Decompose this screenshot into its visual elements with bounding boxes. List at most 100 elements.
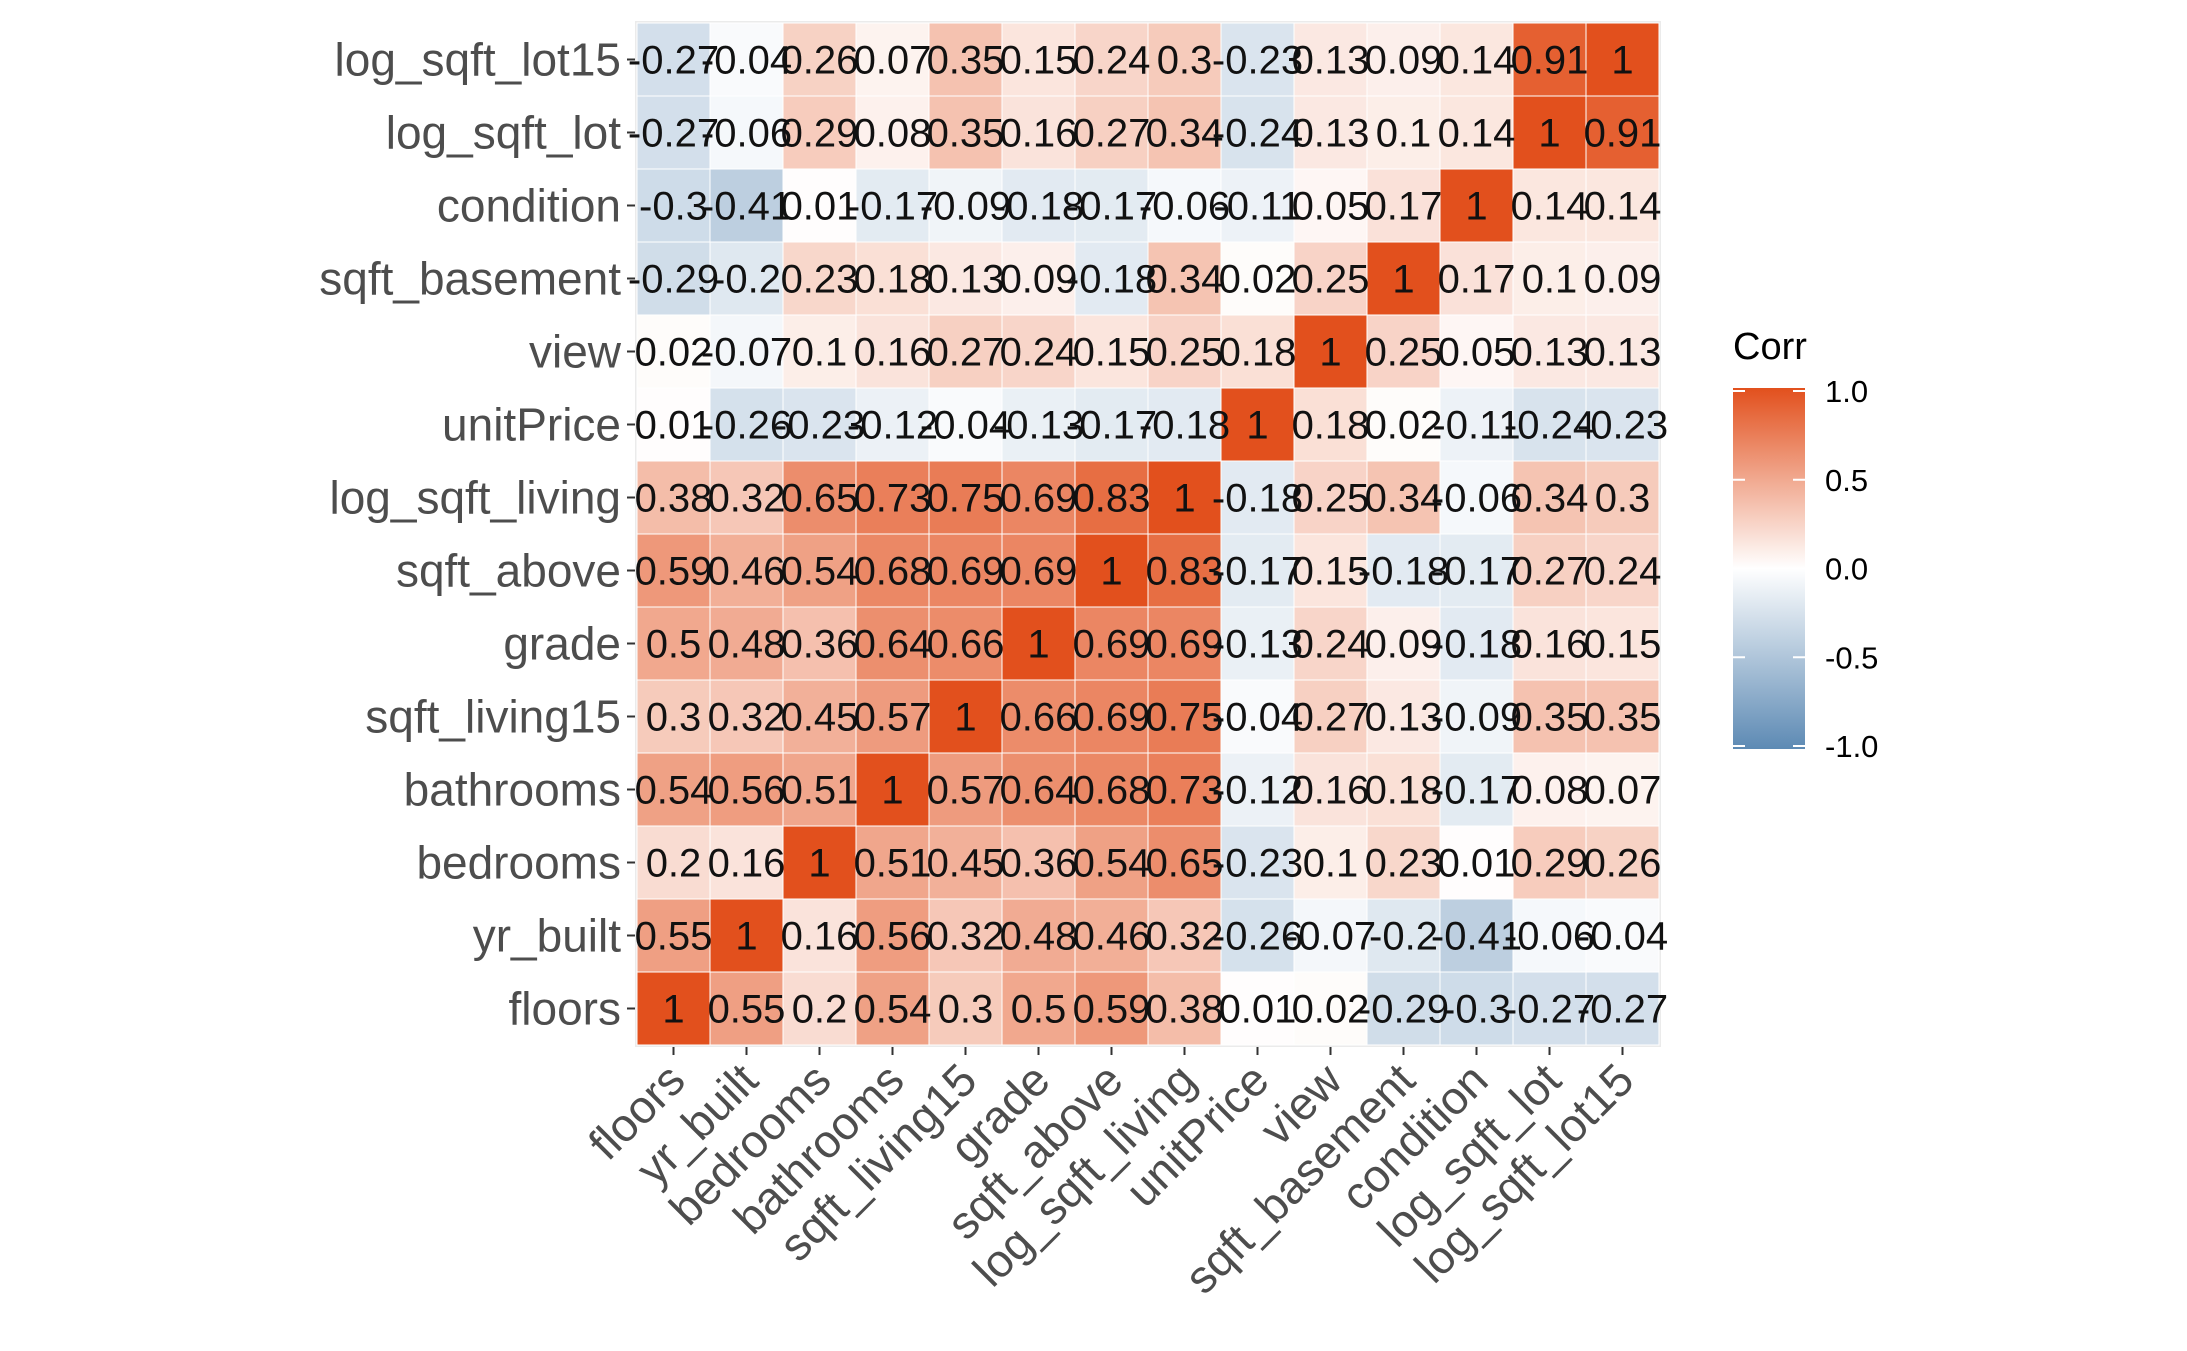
cell-value-label: 0.5 bbox=[1011, 988, 1067, 1032]
y-tick-label: unitPrice bbox=[442, 399, 621, 451]
cell-value-label: 0.18 bbox=[1365, 769, 1443, 813]
cell-value-label: -0.04 bbox=[920, 404, 1011, 448]
cell-value-label: 1 bbox=[881, 769, 903, 813]
heatmap-cell bbox=[1074, 314, 1149, 389]
cell-value-label: 0.16 bbox=[1000, 112, 1078, 156]
cell-value-label: 1 bbox=[954, 696, 976, 740]
heatmap-cell bbox=[782, 825, 857, 900]
cell-value-label: 1 bbox=[1538, 112, 1560, 156]
heatmap-cell bbox=[1147, 241, 1222, 316]
cell-value-label: -0.09 bbox=[1431, 696, 1522, 740]
heatmap-cell bbox=[1439, 898, 1514, 973]
cell-value-label: 0.25 bbox=[1292, 477, 1370, 521]
cell-value-label: 0.14 bbox=[1438, 39, 1516, 83]
heatmap-cell bbox=[1001, 168, 1076, 243]
heatmap-cell bbox=[1585, 898, 1660, 973]
cell-value-label: -0.27 bbox=[628, 112, 719, 156]
cell-value-label: 0.13 bbox=[1584, 331, 1662, 375]
cell-value-label: 0.64 bbox=[1000, 769, 1078, 813]
cell-value-label: -0.17 bbox=[1431, 550, 1522, 594]
cell-value-label: 0.05 bbox=[1438, 331, 1516, 375]
cell-value-label: 0.24 bbox=[1584, 550, 1662, 594]
cell-value-label: 0.69 bbox=[1000, 477, 1078, 521]
cell-value-label: -0.41 bbox=[1431, 915, 1522, 959]
cell-value-label: -0.06 bbox=[701, 112, 792, 156]
cell-value-label: 0.46 bbox=[1073, 915, 1151, 959]
heatmap-cell bbox=[1366, 825, 1441, 900]
cell-value-label: 0.15 bbox=[1584, 623, 1662, 667]
heatmap-cell bbox=[782, 22, 857, 97]
heatmap-cell bbox=[709, 95, 784, 170]
cell-value-label: 0.48 bbox=[1000, 915, 1078, 959]
heatmap-cell bbox=[709, 168, 784, 243]
heatmap-cell bbox=[1293, 533, 1368, 608]
cell-value-label: -0.18 bbox=[1431, 623, 1522, 667]
heatmap-cell bbox=[782, 679, 857, 754]
cell-value-label: 0.02 bbox=[1219, 258, 1297, 302]
heatmap-cell bbox=[782, 95, 857, 170]
heatmap-cell bbox=[636, 898, 711, 973]
cell-value-label: 0.38 bbox=[1146, 988, 1224, 1032]
heatmap-cell bbox=[928, 752, 1003, 827]
heatmap-cell bbox=[782, 898, 857, 973]
heatmap-cell bbox=[1366, 460, 1441, 535]
cell-value-label: 0.1 bbox=[792, 331, 848, 375]
cell-value-label: -0.24 bbox=[1212, 112, 1303, 156]
y-tick-label: view bbox=[529, 326, 622, 378]
cell-value-label: 0.69 bbox=[1073, 696, 1151, 740]
cell-value-label: 0.35 bbox=[1584, 696, 1662, 740]
cell-value-label: 0.83 bbox=[1073, 477, 1151, 521]
cell-value-label: 0.69 bbox=[1146, 623, 1224, 667]
cell-value-label: 0.07 bbox=[1584, 769, 1662, 813]
heatmap-cell bbox=[1512, 752, 1587, 827]
heatmap-cell bbox=[928, 971, 1003, 1046]
legend-tick-label: -0.5 bbox=[1825, 640, 1878, 675]
cell-value-label: 0.02 bbox=[1365, 404, 1443, 448]
legend-title: Corr bbox=[1733, 326, 1807, 368]
heatmap-cell bbox=[782, 387, 857, 462]
cell-value-label: 0.01 bbox=[1219, 988, 1297, 1032]
heatmap-cell bbox=[1366, 314, 1441, 389]
cell-value-label: 0.24 bbox=[1073, 39, 1151, 83]
cells-layer bbox=[636, 22, 1660, 1046]
cell-value-label: -0.2 bbox=[1369, 915, 1438, 959]
cell-value-label: 1 bbox=[1319, 331, 1341, 375]
cell-value-label: 0.29 bbox=[1511, 842, 1589, 886]
heatmap-cell bbox=[636, 460, 711, 535]
heatmap-cell bbox=[1220, 752, 1295, 827]
heatmap-cell bbox=[1220, 533, 1295, 608]
heatmap-cell bbox=[636, 825, 711, 900]
cell-value-label: 0.01 bbox=[1438, 842, 1516, 886]
heatmap-cell bbox=[1147, 606, 1222, 681]
cell-value-label: 0.27 bbox=[1073, 112, 1151, 156]
heatmap-cell bbox=[1439, 314, 1514, 389]
heatmap-cell bbox=[928, 898, 1003, 973]
heatmap-cell bbox=[1585, 752, 1660, 827]
cell-value-label: 1 bbox=[1246, 404, 1268, 448]
cell-value-label: -0.23 bbox=[774, 404, 865, 448]
cell-value-label: -0.29 bbox=[1358, 988, 1449, 1032]
legend-tick-label: 0.0 bbox=[1825, 552, 1868, 587]
cell-value-label: 0.07 bbox=[854, 39, 932, 83]
y-tick-label: yr_built bbox=[473, 910, 622, 962]
heatmap-cell bbox=[1220, 460, 1295, 535]
cell-value-label: -0.18 bbox=[1358, 550, 1449, 594]
cell-value-label: -0.17 bbox=[1066, 185, 1157, 229]
heatmap-cell bbox=[1220, 241, 1295, 316]
cell-value-label: 0.66 bbox=[1000, 696, 1078, 740]
cell-value-label: 1 bbox=[1027, 623, 1049, 667]
cell-value-label: -0.17 bbox=[847, 185, 938, 229]
cell-value-label: 0.24 bbox=[1000, 331, 1078, 375]
cell-value-label: 0.83 bbox=[1146, 550, 1224, 594]
heatmap-cell bbox=[928, 825, 1003, 900]
cell-value-label: -0.17 bbox=[1212, 550, 1303, 594]
cell-value-label: 0.56 bbox=[854, 915, 932, 959]
heatmap-cell bbox=[855, 387, 930, 462]
cell-value-label: 0.15 bbox=[1292, 550, 1370, 594]
cell-value-label: 0.17 bbox=[1365, 185, 1443, 229]
heatmap-cell bbox=[855, 679, 930, 754]
cell-value-label: 0.69 bbox=[927, 550, 1005, 594]
cell-value-label: 0.09 bbox=[1365, 39, 1443, 83]
cell-value-label: 0.24 bbox=[1292, 623, 1370, 667]
cell-value-label: -0.3 bbox=[1442, 988, 1511, 1032]
